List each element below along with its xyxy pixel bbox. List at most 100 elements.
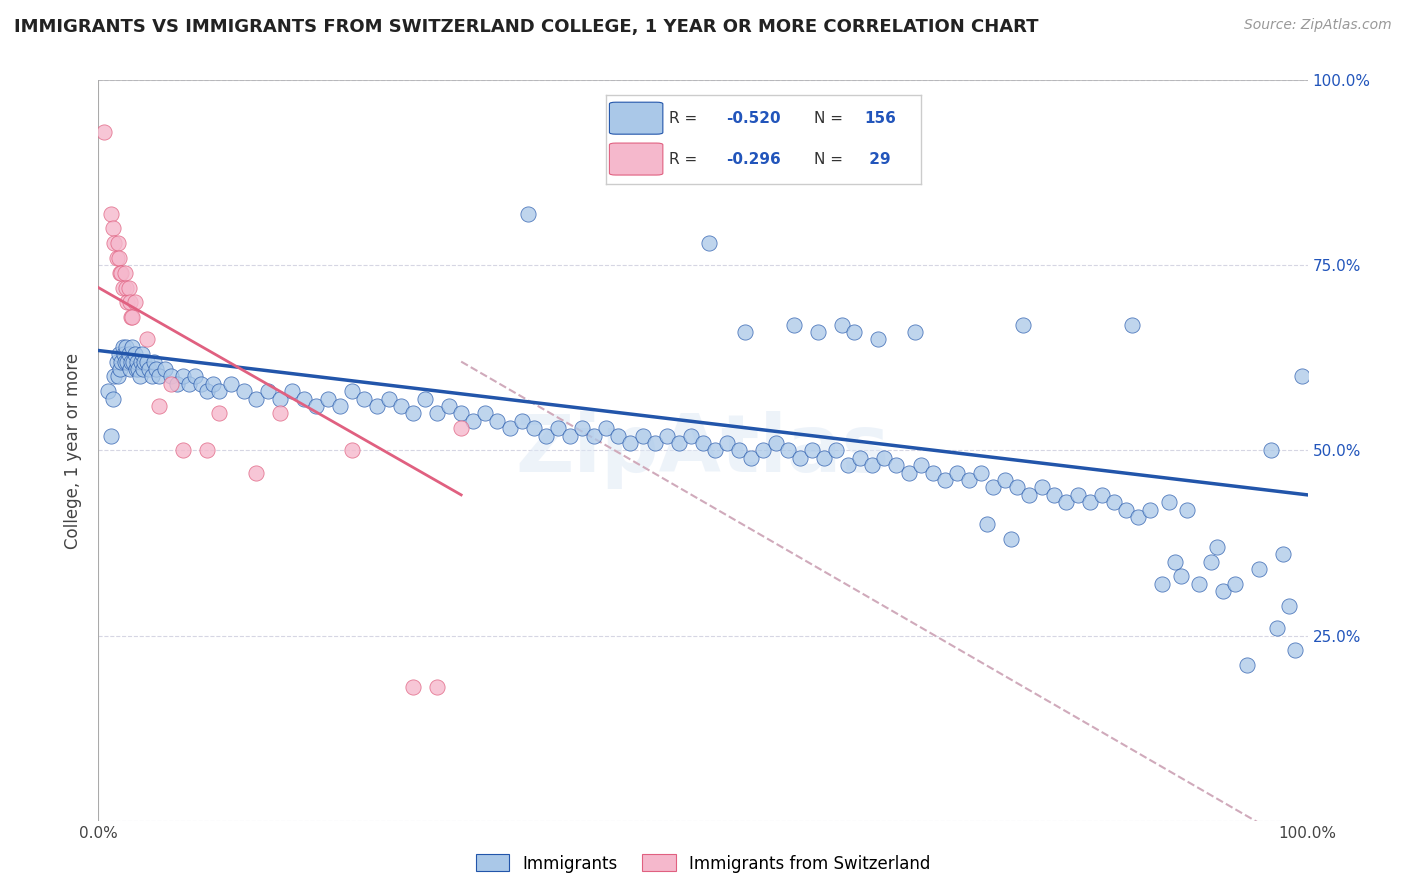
Point bbox=[1031, 480, 1053, 494]
Point bbox=[128, 369, 150, 384]
Point bbox=[107, 369, 129, 384]
Point bbox=[269, 392, 291, 406]
Point bbox=[402, 407, 425, 421]
Point bbox=[450, 407, 472, 421]
Text: ZipAtlas: ZipAtlas bbox=[516, 411, 890, 490]
Point bbox=[131, 347, 153, 361]
Point bbox=[782, 318, 804, 332]
Point bbox=[463, 414, 485, 428]
Point bbox=[558, 428, 581, 442]
Point bbox=[946, 466, 969, 480]
Point bbox=[232, 384, 254, 399]
Point bbox=[316, 392, 339, 406]
Point bbox=[1249, 562, 1271, 576]
Point bbox=[305, 399, 328, 413]
Point bbox=[256, 384, 278, 399]
Point bbox=[117, 354, 139, 368]
Point bbox=[679, 428, 702, 442]
Point bbox=[132, 362, 155, 376]
Point bbox=[110, 266, 132, 280]
Point bbox=[868, 332, 890, 346]
Point bbox=[124, 347, 146, 361]
Point bbox=[342, 384, 364, 399]
Point bbox=[145, 362, 167, 376]
Point bbox=[366, 399, 388, 413]
Point bbox=[172, 443, 194, 458]
Point bbox=[103, 236, 125, 251]
Point bbox=[1284, 643, 1306, 657]
Point bbox=[849, 450, 872, 465]
Point bbox=[957, 473, 980, 487]
Point bbox=[377, 392, 399, 406]
Point bbox=[1018, 488, 1040, 502]
Point bbox=[1091, 488, 1114, 502]
Point bbox=[108, 266, 131, 280]
Point bbox=[571, 421, 593, 435]
Point bbox=[1067, 488, 1090, 502]
Point bbox=[437, 399, 460, 413]
Point bbox=[1175, 502, 1198, 516]
Point bbox=[897, 466, 920, 480]
Point bbox=[873, 450, 896, 465]
Point bbox=[115, 340, 138, 354]
Point bbox=[1199, 555, 1222, 569]
Point bbox=[108, 362, 131, 376]
Point bbox=[115, 280, 138, 294]
Point bbox=[523, 421, 546, 435]
Point bbox=[426, 681, 449, 695]
Point bbox=[97, 384, 120, 399]
Point bbox=[221, 376, 243, 391]
Point bbox=[619, 436, 641, 450]
Point bbox=[269, 407, 291, 421]
Point bbox=[800, 443, 823, 458]
Point bbox=[134, 354, 156, 368]
Point bbox=[789, 450, 811, 465]
Point bbox=[1236, 658, 1258, 673]
Point bbox=[124, 295, 146, 310]
Point bbox=[1212, 584, 1234, 599]
Point bbox=[1078, 495, 1101, 509]
Point bbox=[172, 369, 194, 384]
Point bbox=[184, 369, 207, 384]
Point bbox=[101, 392, 124, 406]
Point bbox=[813, 450, 835, 465]
Point bbox=[1170, 569, 1192, 583]
Point bbox=[121, 340, 143, 354]
Point bbox=[607, 428, 630, 442]
Point bbox=[138, 362, 160, 376]
Point bbox=[486, 414, 509, 428]
Point bbox=[389, 399, 412, 413]
Point bbox=[105, 354, 128, 368]
Point bbox=[107, 236, 129, 251]
Point bbox=[934, 473, 956, 487]
Point bbox=[1163, 555, 1185, 569]
Point bbox=[166, 376, 188, 391]
Point bbox=[93, 125, 115, 139]
Point bbox=[697, 236, 720, 251]
Point bbox=[631, 428, 654, 442]
Point bbox=[118, 362, 141, 376]
Point bbox=[111, 280, 134, 294]
Point bbox=[1152, 576, 1174, 591]
Point bbox=[583, 428, 606, 442]
Point bbox=[655, 428, 678, 442]
Point bbox=[114, 354, 136, 368]
Point bbox=[644, 436, 666, 450]
Point bbox=[910, 458, 932, 473]
Point bbox=[413, 392, 436, 406]
Point bbox=[547, 421, 569, 435]
Point bbox=[195, 384, 218, 399]
Point bbox=[904, 325, 927, 339]
Point bbox=[776, 443, 799, 458]
Point bbox=[426, 407, 449, 421]
Point bbox=[101, 221, 124, 235]
Point bbox=[1042, 488, 1064, 502]
Point bbox=[1139, 502, 1161, 516]
Legend: Immigrants, Immigrants from Switzerland: Immigrants, Immigrants from Switzerland bbox=[468, 847, 938, 880]
Point bbox=[595, 421, 617, 435]
Point bbox=[994, 473, 1017, 487]
Point bbox=[474, 407, 496, 421]
Point bbox=[1260, 443, 1282, 458]
Point bbox=[353, 392, 375, 406]
Point bbox=[114, 266, 136, 280]
